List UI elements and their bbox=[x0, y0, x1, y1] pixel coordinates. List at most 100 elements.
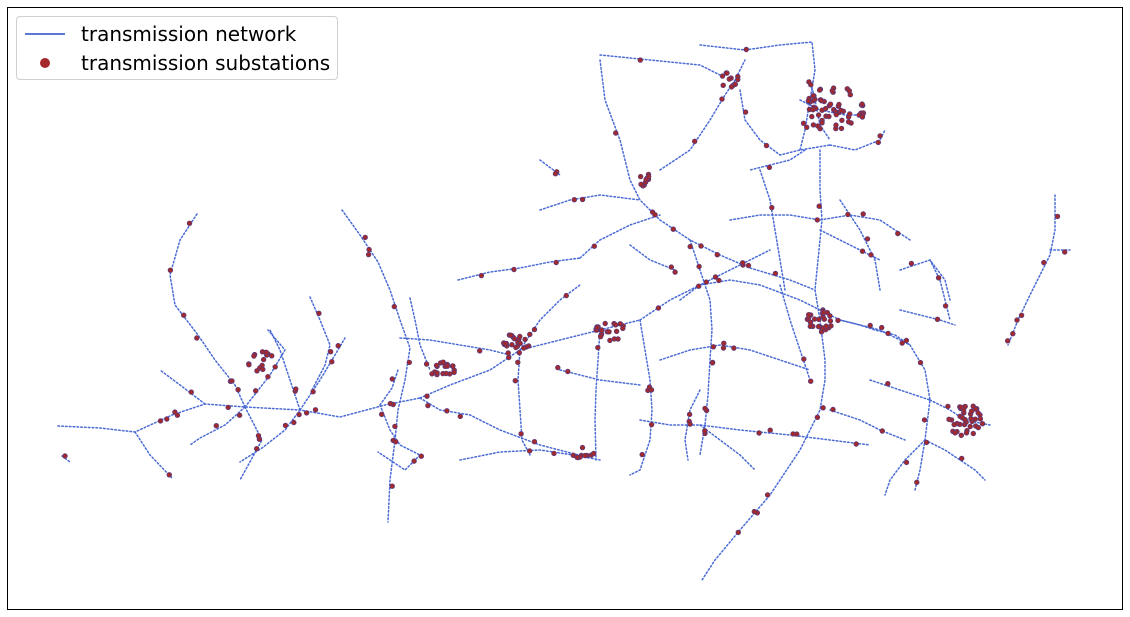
network-line bbox=[419, 397, 591, 459]
substation-dot bbox=[411, 458, 417, 464]
substation-dot bbox=[552, 170, 559, 177]
substation-dot bbox=[917, 359, 924, 366]
substation-dot bbox=[563, 292, 569, 299]
substation-dot bbox=[801, 356, 807, 362]
substation-dot bbox=[709, 360, 716, 366]
substation-dot bbox=[826, 113, 832, 120]
substation-dot bbox=[391, 303, 397, 310]
substation-dot bbox=[810, 122, 817, 128]
substation-dot bbox=[895, 230, 901, 237]
substation-dot bbox=[808, 378, 814, 384]
substation-dot bbox=[839, 117, 845, 123]
substation-dot bbox=[434, 370, 440, 376]
substation-dot bbox=[815, 112, 822, 118]
substation-dot bbox=[719, 73, 726, 79]
substation-dot bbox=[951, 421, 957, 428]
substation-dot bbox=[255, 433, 262, 439]
substation-dot bbox=[877, 133, 883, 139]
substation-dot bbox=[934, 316, 941, 322]
substation-dot bbox=[696, 283, 702, 289]
substation-dot bbox=[251, 353, 257, 359]
substation-dot bbox=[763, 142, 770, 149]
substation-dot bbox=[827, 318, 834, 324]
substation-dot bbox=[613, 130, 619, 136]
legend-label-substations: transmission substations bbox=[81, 51, 331, 75]
substation-dot bbox=[310, 389, 316, 395]
substation-dot bbox=[516, 350, 522, 356]
network-line bbox=[269, 329, 301, 411]
substation-dot bbox=[823, 323, 829, 329]
substation-dot bbox=[602, 320, 608, 327]
network-line bbox=[699, 41, 816, 151]
substation-dot bbox=[751, 508, 757, 515]
substation-dot bbox=[702, 428, 708, 434]
substation-dot bbox=[696, 263, 702, 270]
substation-dot bbox=[265, 374, 271, 380]
network-line bbox=[539, 194, 641, 211]
substation-dot bbox=[686, 411, 693, 418]
legend-item-substations: transmission substations bbox=[17, 50, 330, 76]
substation-dot bbox=[511, 266, 517, 273]
network-line bbox=[729, 214, 911, 241]
substation-dot bbox=[1014, 317, 1020, 323]
map-legend: transmission network transmission substa… bbox=[16, 16, 338, 80]
network-line bbox=[341, 209, 411, 523]
substation-dot bbox=[645, 173, 652, 180]
network-line bbox=[839, 319, 911, 346]
substation-dot bbox=[719, 96, 725, 102]
substation-dot bbox=[745, 262, 752, 269]
substation-dot bbox=[272, 364, 278, 370]
substation-dot bbox=[425, 402, 431, 409]
network-line bbox=[869, 379, 931, 401]
substation-dot bbox=[555, 364, 561, 371]
substation-dot bbox=[579, 444, 586, 451]
substation-dot bbox=[810, 92, 817, 99]
substation-dot bbox=[591, 450, 597, 457]
network-line bbox=[829, 409, 906, 441]
substation-dot bbox=[692, 138, 698, 144]
substation-dot bbox=[903, 337, 910, 344]
network-line bbox=[134, 431, 173, 479]
substation-dot bbox=[967, 423, 973, 430]
substation-dot bbox=[225, 404, 231, 411]
substation-dot bbox=[845, 211, 851, 218]
substation-dot bbox=[615, 336, 621, 342]
network-line bbox=[899, 259, 951, 301]
network-line bbox=[57, 397, 421, 433]
substation-dot bbox=[443, 370, 449, 377]
substation-dot bbox=[522, 336, 528, 343]
substation-dot bbox=[942, 303, 949, 309]
substation-dot bbox=[740, 260, 746, 266]
substation-dot bbox=[282, 422, 289, 429]
substation-dot bbox=[254, 446, 260, 452]
substation-dot bbox=[591, 243, 597, 249]
substation-dot bbox=[963, 430, 970, 436]
substation-dot bbox=[599, 327, 605, 333]
network-line bbox=[457, 257, 581, 281]
substation-dot bbox=[478, 272, 485, 279]
substation-dot bbox=[921, 417, 928, 423]
substation-dot bbox=[613, 328, 620, 334]
substation-dot bbox=[527, 331, 533, 338]
substation-dot bbox=[648, 421, 655, 428]
network-line bbox=[914, 439, 926, 491]
substation-dot bbox=[515, 359, 521, 365]
substation-dot bbox=[652, 211, 658, 218]
substation-dot bbox=[246, 362, 252, 368]
network-line bbox=[739, 89, 831, 156]
substation-dot bbox=[303, 410, 310, 416]
substation-dot bbox=[512, 378, 518, 384]
substation-dot bbox=[814, 414, 821, 420]
substation-dot bbox=[595, 344, 601, 351]
network-line bbox=[689, 239, 713, 456]
substation-dot bbox=[531, 439, 538, 445]
substation-dot bbox=[807, 323, 813, 329]
substation-dot bbox=[958, 432, 964, 438]
network-line bbox=[799, 99, 866, 116]
substation-dot bbox=[433, 362, 440, 369]
substation-dot bbox=[62, 453, 68, 459]
substation-dot bbox=[366, 246, 372, 253]
substation-dot bbox=[698, 243, 704, 249]
substation-dot bbox=[687, 421, 693, 427]
substation-dot bbox=[668, 264, 674, 270]
